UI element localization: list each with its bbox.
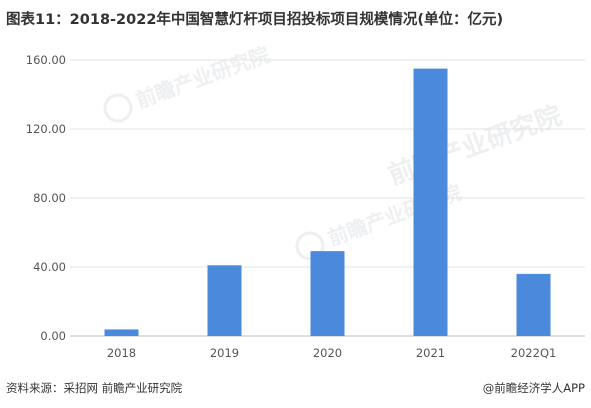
y-tick-label: 160.00 (26, 53, 66, 67)
chart-title: 图表11：2018-2022年中国智慧灯杆项目招投标项目规模情况(单位：亿元) (6, 12, 504, 28)
bar-2021 (413, 68, 448, 336)
watermark-layer: 前瞻产业研究院 前瞻产业研究院 前瞻产业研究院 (103, 42, 566, 261)
x-tick-label: 2021 (416, 346, 445, 360)
brand-label: @前瞻经济学人APP (482, 381, 585, 395)
axis-layer: 0.00 40.00 80.00 120.00 160.00 (26, 53, 66, 343)
watermark-text-1: 前瞻产业研究院 (133, 42, 273, 112)
x-tick-label: 2019 (210, 346, 239, 360)
bar-2019 (207, 265, 242, 336)
bar-layer (104, 68, 551, 336)
y-tick-label: 120.00 (26, 122, 66, 136)
bar-2020 (310, 251, 345, 336)
bar-2018 (104, 329, 139, 336)
watermark-text-3: 前瞻产业研究院 (384, 100, 566, 191)
y-tick-label: 40.00 (33, 260, 66, 274)
bar-2022Q1 (516, 273, 551, 336)
bar-chart: 前瞻产业研究院 前瞻产业研究院 前瞻产业研究院 0.00 40.00 80.00 12… (26, 42, 585, 360)
y-tick-label: 80.00 (33, 191, 66, 205)
x-tick-label: 2022Q1 (511, 346, 557, 360)
y-tick-label: 0.00 (40, 329, 66, 343)
x-tick-label: 2018 (107, 346, 136, 360)
x-tick-labels: 2018 2019 2020 2021 2022Q1 (107, 346, 556, 360)
source-note: 资料来源：采招网 前瞻产业研究院 (6, 381, 183, 395)
x-tick-label: 2020 (313, 346, 342, 360)
